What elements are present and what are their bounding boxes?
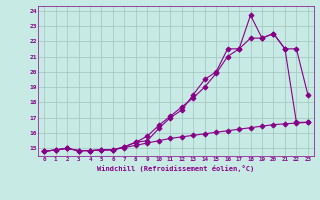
X-axis label: Windchill (Refroidissement éolien,°C): Windchill (Refroidissement éolien,°C) [97, 165, 255, 172]
